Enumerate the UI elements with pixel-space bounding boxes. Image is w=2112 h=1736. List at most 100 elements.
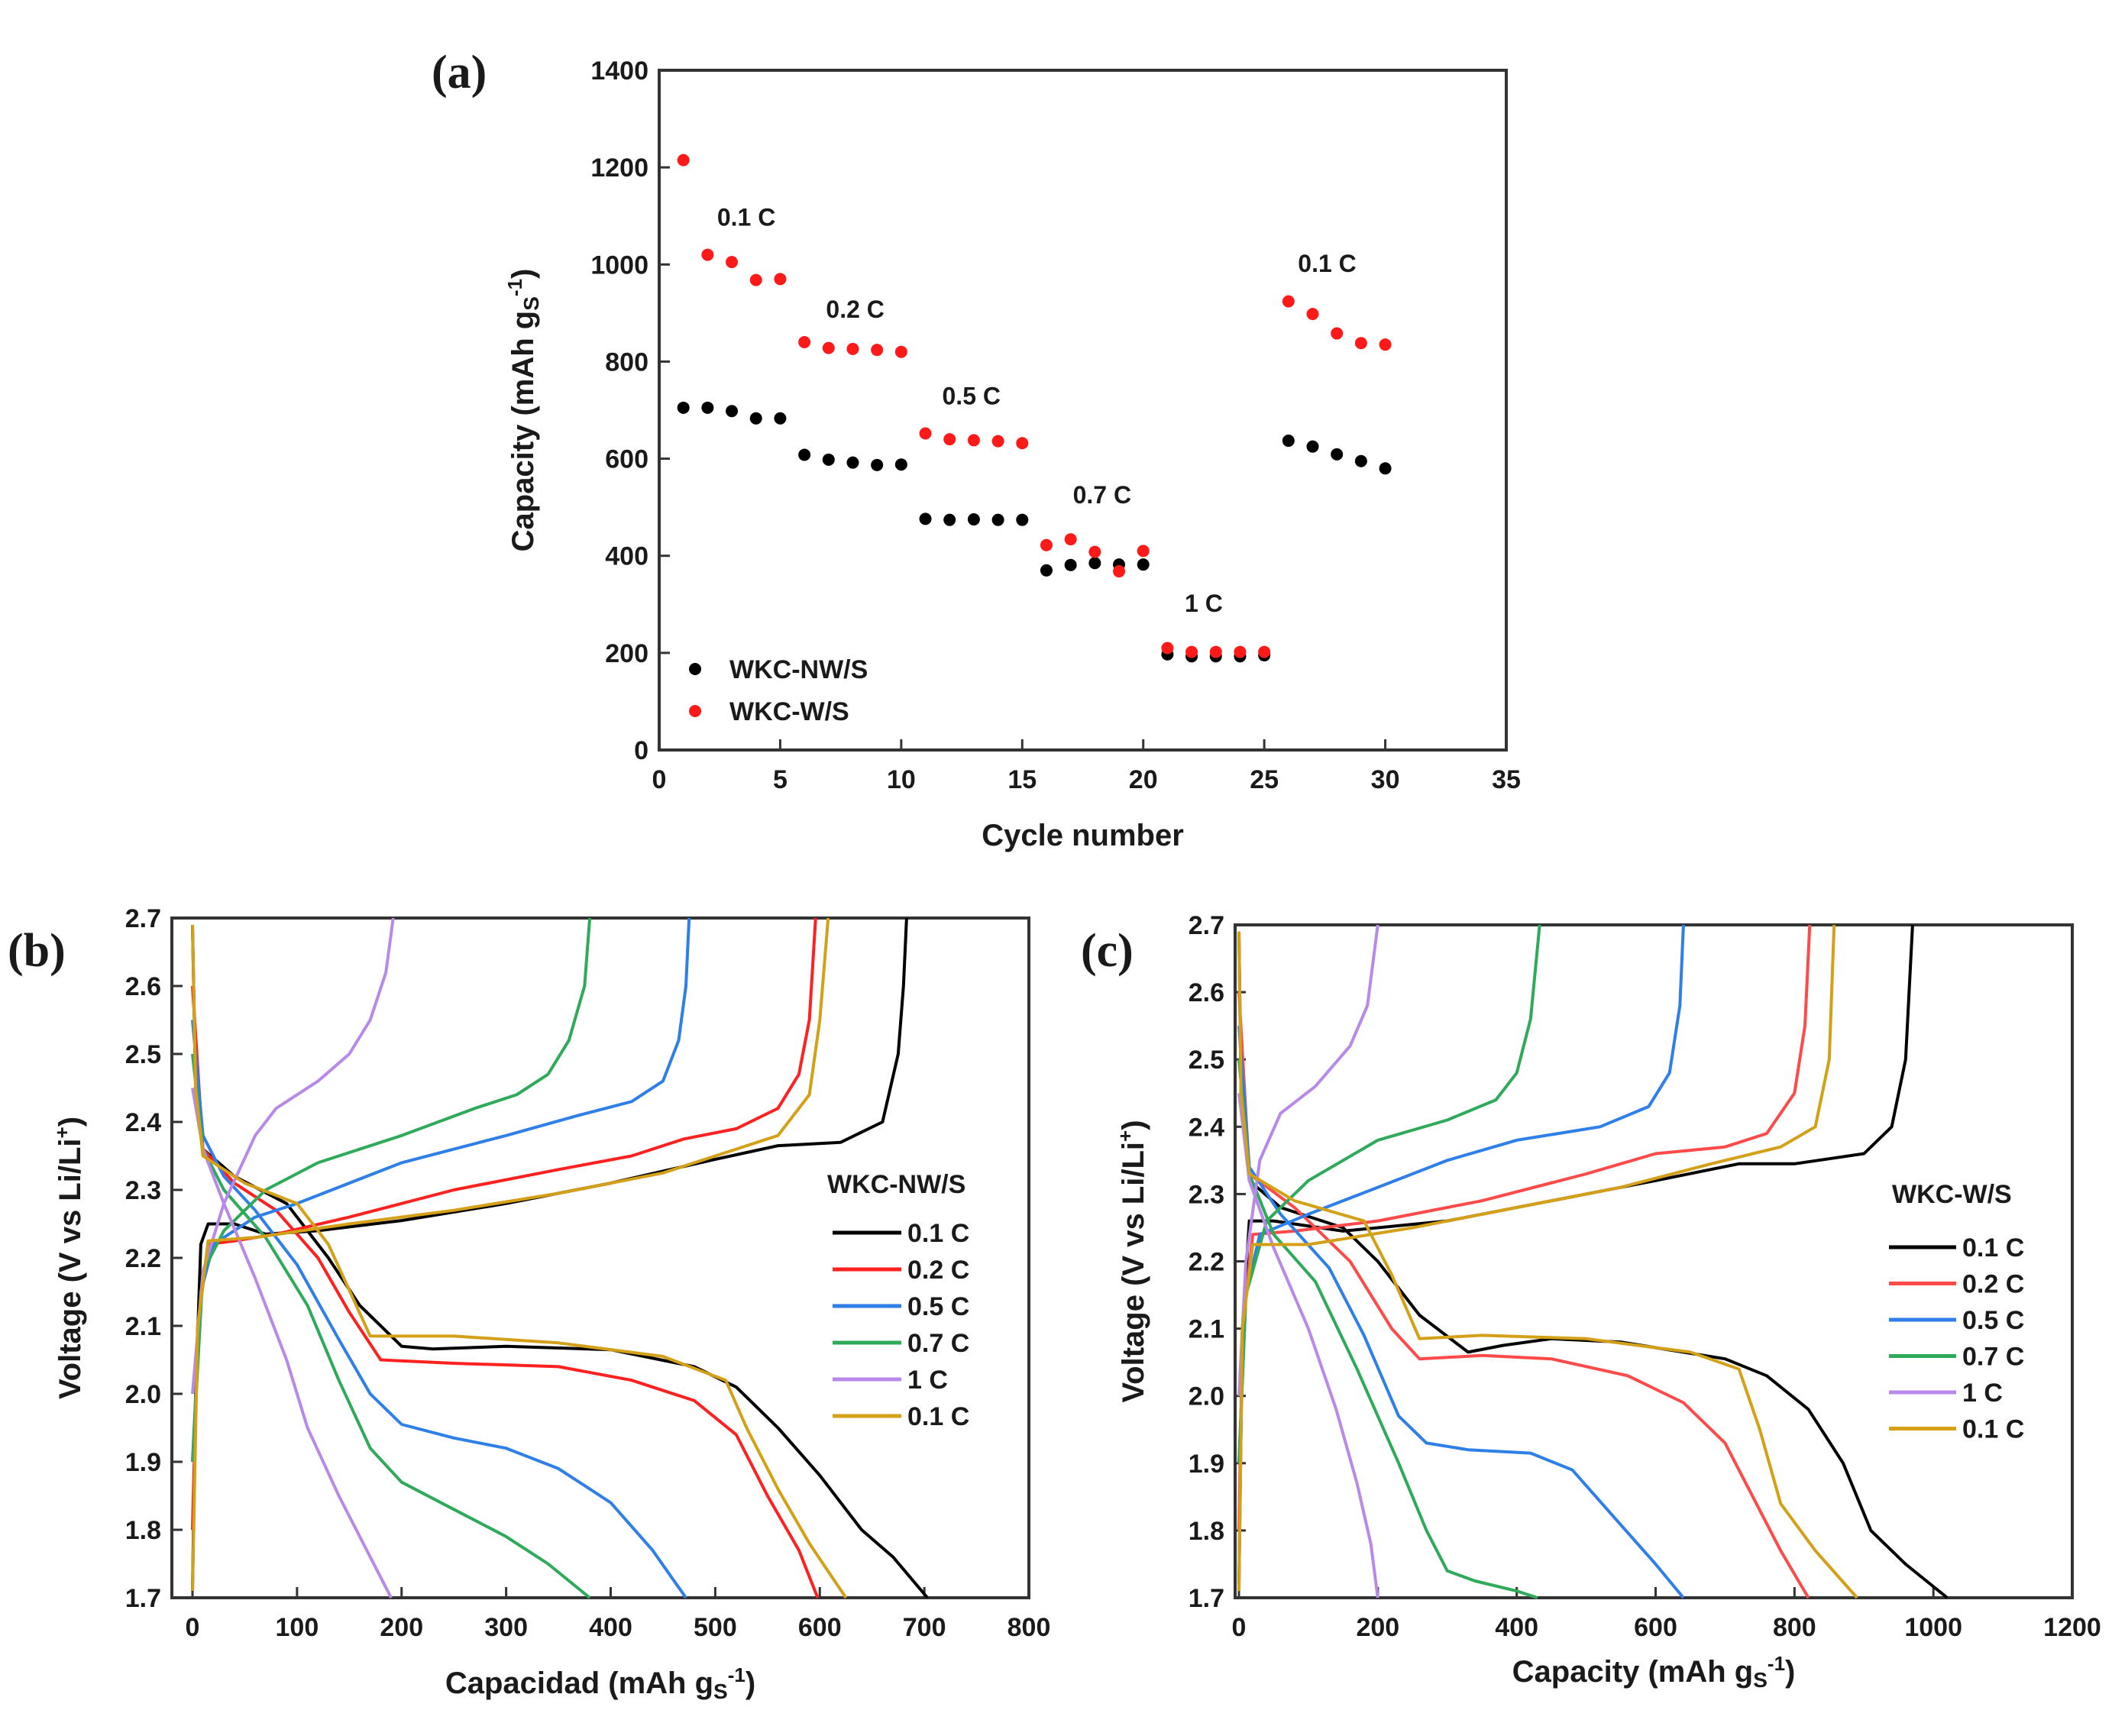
data-point-wkc-nw-s — [967, 513, 980, 526]
x-tick-label: 1200 — [2043, 1613, 2101, 1642]
data-point-wkc-w-s — [1088, 545, 1101, 558]
y-tick-label: 2.2 — [1189, 1248, 1224, 1277]
y-tick-label: 2.3 — [125, 1176, 161, 1205]
data-point-wkc-w-s — [749, 273, 762, 286]
curve-discharge-07C-3 — [1237, 1059, 1538, 1599]
rate-annotation: 0.2 C — [826, 296, 884, 323]
data-point-wkc-w-s — [1113, 565, 1126, 578]
y-axis-title-end: ) — [506, 269, 540, 279]
data-point-wkc-w-s — [1185, 645, 1198, 658]
curve-charge-07C-3 — [1237, 924, 1541, 1463]
curve-discharge-01C-5 — [191, 924, 848, 1599]
data-point-wkc-nw-s — [991, 513, 1004, 526]
curve-discharge-02C-1 — [191, 985, 820, 1599]
legend-label: 0.7 C — [1962, 1343, 2024, 1372]
data-point-wkc-w-s — [822, 341, 835, 354]
data-point-wkc-nw-s — [1040, 564, 1053, 577]
y-axis-title-main: Voltage (V vs Li/Li — [1117, 1142, 1150, 1403]
panel-label: (a) — [432, 47, 487, 99]
data-point-wkc-nw-s — [798, 448, 811, 461]
x-axis-title-main: Capacidad (mAh g — [445, 1666, 713, 1700]
panel-label: (c) — [1081, 925, 1134, 977]
data-point-wkc-nw-s — [701, 401, 714, 414]
x-tick-label: 5 — [773, 765, 788, 794]
rate-annotation: 0.7 C — [1073, 481, 1131, 509]
legend-label: 0.1 C — [907, 1219, 969, 1248]
x-tick-label: 35 — [1492, 765, 1521, 794]
data-point-wkc-w-s — [1040, 538, 1053, 551]
y-tick-label: 1200 — [590, 154, 648, 183]
x-axis-title: Cycle number — [982, 819, 1184, 852]
panel-c: (c) 0 200 400 600 800 1000 1200 1.7 1.8 1.9 2.0 2.1 2… — [1081, 911, 2101, 1692]
legend-marker — [689, 663, 701, 675]
legend-label: 0.1 C — [1962, 1233, 2024, 1262]
y-tick-label: 1.9 — [125, 1448, 161, 1477]
data-point-wkc-nw-s — [749, 412, 762, 425]
curve-charge-07C-3 — [191, 917, 592, 1463]
x-axis-title: Capacidad (mAh gS-1) — [445, 1663, 755, 1703]
panel-label: (b) — [8, 925, 66, 977]
data-point-wkc-w-s — [1306, 308, 1319, 321]
x-axis-title-main: Capacity (mAh g — [1512, 1655, 1754, 1689]
x-tick-label: 200 — [380, 1613, 423, 1642]
data-point-wkc-w-s — [846, 342, 859, 355]
data-point-wkc-w-s — [894, 345, 907, 358]
x-tick-label: 1000 — [1904, 1613, 1962, 1642]
data-point-wkc-nw-s — [774, 412, 787, 425]
x-tick-label: 10 — [887, 765, 916, 794]
legend-label: 0.7 C — [907, 1329, 969, 1358]
data-point-wkc-nw-s — [1306, 440, 1319, 453]
data-point-wkc-nw-s — [1016, 513, 1029, 526]
x-tick-label: 600 — [798, 1613, 842, 1642]
y-tick-label: 2.5 — [1189, 1046, 1224, 1075]
x-tick-label: 15 — [1007, 765, 1037, 794]
x-tick-label: 20 — [1129, 765, 1158, 794]
data-point-wkc-nw-s — [846, 456, 859, 469]
y-tick-label: 600 — [605, 445, 648, 474]
x-tick-label: 400 — [589, 1613, 632, 1642]
x-axis-title-sup: -1 — [1768, 1652, 1785, 1675]
legend-label: WKC-NW/S — [729, 655, 868, 684]
legend-label: 1 C — [1962, 1379, 2003, 1408]
data-point-wkc-nw-s — [871, 458, 884, 471]
x-tick-label: 600 — [1634, 1613, 1677, 1642]
y-axis-title-end: ) — [1117, 1120, 1150, 1130]
y-axis-title-sup: + — [50, 1127, 73, 1138]
y-tick-label: 2.3 — [1189, 1180, 1224, 1209]
x-axis-title-end: ) — [1785, 1655, 1795, 1689]
x-tick-label: 0 — [1232, 1613, 1247, 1642]
data-point-wkc-w-s — [967, 434, 980, 447]
y-tick-label: 2.0 — [125, 1380, 161, 1409]
data-point-wkc-w-s — [1209, 645, 1222, 658]
y-axis-title-end: ) — [53, 1117, 87, 1127]
y-axis-title-main: Voltage (V vs Li/Li — [53, 1138, 87, 1399]
legend-label: 0.2 C — [907, 1256, 969, 1285]
panel-a: (a) 0 5 10 15 20 25 30 35 0 200 400 600 800 1000 1200 14… — [432, 47, 1521, 852]
y-axis-title-main: Capacity (mAh g — [506, 311, 540, 552]
legend-label: 0.5 C — [907, 1292, 969, 1321]
y-tick-label: 2.4 — [125, 1108, 161, 1137]
curve-discharge-05C-2 — [1237, 1026, 1685, 1599]
data-point-wkc-w-s — [943, 433, 956, 446]
y-tick-label: 2.1 — [1189, 1315, 1224, 1344]
y-tick-label: 2.7 — [125, 904, 161, 933]
x-tick-label: 30 — [1371, 765, 1400, 794]
legend-label: WKC-W/S — [729, 697, 849, 726]
data-point-wkc-nw-s — [1379, 462, 1392, 475]
data-point-wkc-nw-s — [1137, 558, 1150, 571]
y-axis-title-sup: -1 — [503, 279, 526, 296]
legend-title: WKC-W/S — [1892, 1180, 2012, 1209]
y-tick-label: 800 — [605, 348, 648, 377]
y-axis-title: Capacity (mAh gS-1) — [503, 269, 543, 552]
curve-discharge-01C-5 — [1237, 931, 1858, 1599]
x-tick-label: 500 — [694, 1613, 737, 1642]
rate-annotation: 1 C — [1185, 590, 1223, 617]
data-point-wkc-w-s — [1354, 337, 1367, 350]
y-tick-label: 2.2 — [125, 1244, 161, 1273]
y-tick-label: 400 — [605, 542, 648, 571]
data-point-wkc-nw-s — [1331, 448, 1344, 461]
data-point-wkc-nw-s — [1282, 435, 1295, 448]
panel-b: (b) 0 100 200 300 400 500 600 700 800 1.7 1.8 1.9 2.0… — [8, 904, 1050, 1703]
curve-charge-02C-1 — [1237, 924, 1812, 1531]
data-point-wkc-w-s — [726, 256, 739, 269]
